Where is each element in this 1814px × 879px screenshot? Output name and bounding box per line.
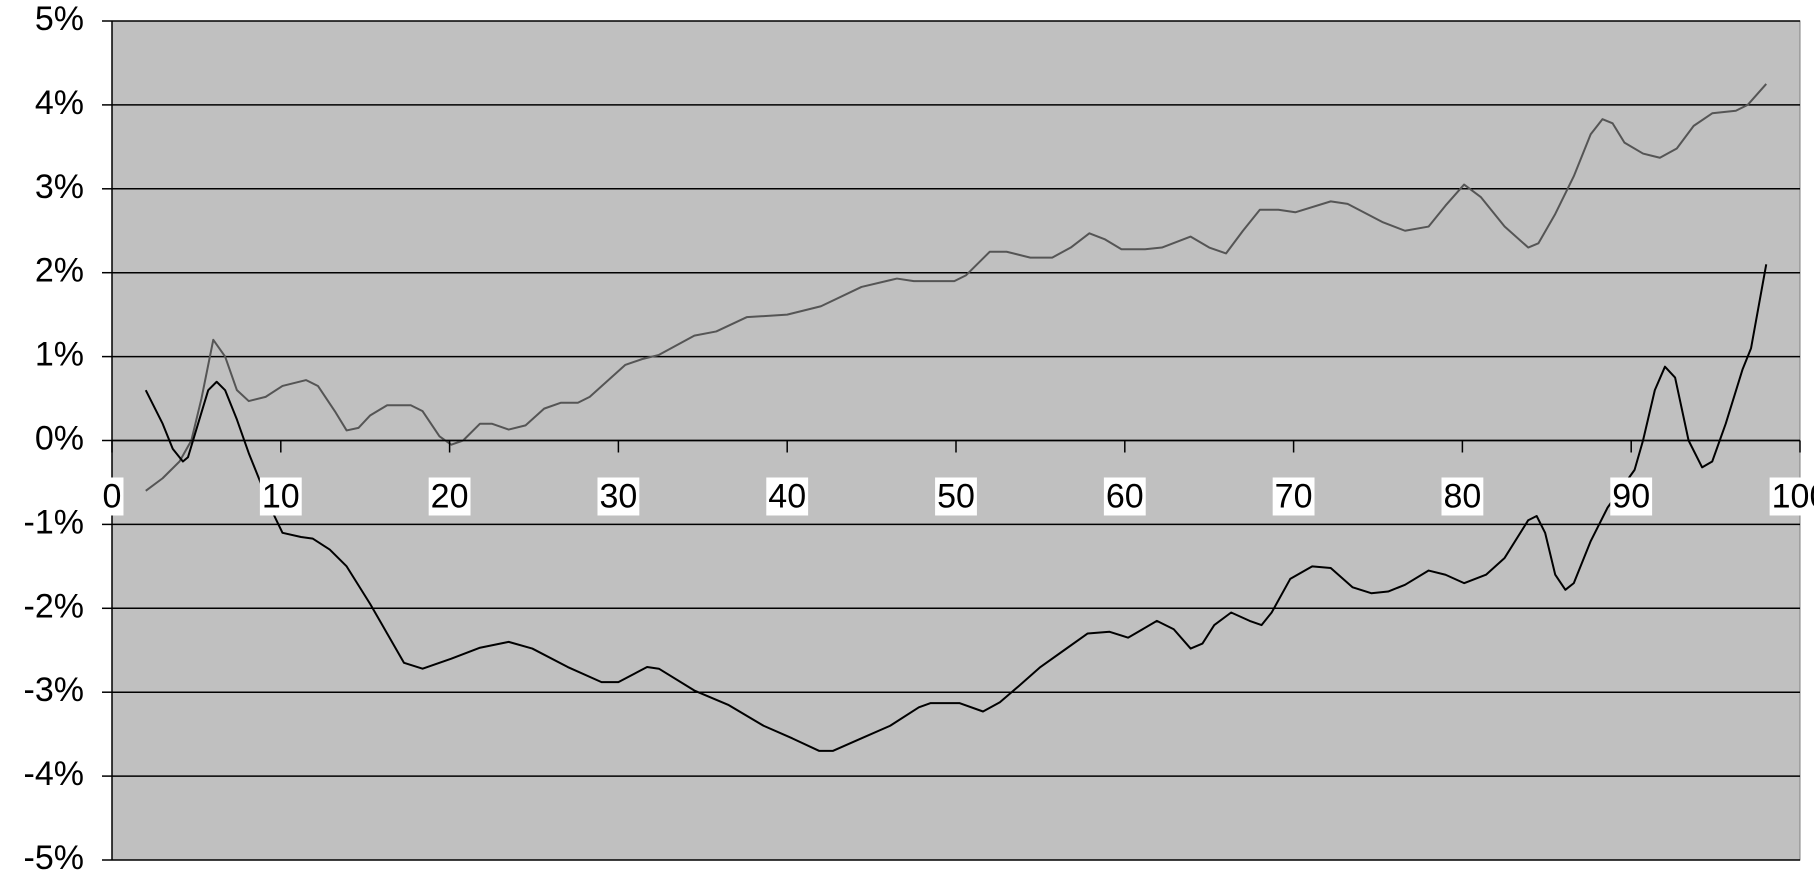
y-tick-label: -1% xyxy=(24,503,84,541)
x-tick-label: 80 xyxy=(1443,477,1481,515)
x-tick: 40 xyxy=(766,477,809,516)
y-tick-label: 4% xyxy=(35,84,84,122)
y-tick-label: -3% xyxy=(24,671,84,709)
series-line xyxy=(144,264,1768,752)
x-tick: 90 xyxy=(1610,477,1653,516)
x-tick: 0 xyxy=(100,477,124,516)
x-tick-label-bg xyxy=(1610,477,1653,516)
x-tick-label-bg xyxy=(100,477,124,516)
x-tick: 80 xyxy=(1441,477,1484,516)
x-tick: 50 xyxy=(935,477,977,516)
x-tick: 10 xyxy=(259,477,302,516)
x-tick-label-bg xyxy=(428,477,471,516)
y-tick-label: 5% xyxy=(35,0,84,38)
x-tick-label: 30 xyxy=(599,477,637,515)
x-tick-label: 0 xyxy=(103,477,122,515)
y-tick-label: 3% xyxy=(35,168,84,206)
series-line xyxy=(145,83,1767,492)
y-tick-label: -2% xyxy=(24,587,84,625)
y-tick-label: -4% xyxy=(24,755,84,793)
x-tick-label: 10 xyxy=(262,477,300,515)
x-tick-label-bg xyxy=(1103,477,1146,516)
x-tick: 100 xyxy=(1769,477,1814,516)
x-tick: 30 xyxy=(597,477,640,516)
y-tick-label: 1% xyxy=(35,336,84,374)
x-tick-label: 70 xyxy=(1275,477,1313,515)
x-tick: 60 xyxy=(1103,477,1146,516)
x-tick-label: 90 xyxy=(1612,477,1650,515)
x-tick-label-bg xyxy=(597,477,640,516)
x-tick: 70 xyxy=(1272,477,1315,516)
x-tick-label: 20 xyxy=(431,477,469,515)
x-tick-label: 40 xyxy=(768,477,806,515)
x-tick-label: 100 xyxy=(1772,477,1814,515)
x-tick-label-bg xyxy=(1272,477,1315,516)
x-tick-label-bg xyxy=(766,477,809,516)
y-tick-label: 2% xyxy=(35,252,84,290)
x-tick-label: 60 xyxy=(1106,477,1144,515)
y-tick-label: -5% xyxy=(24,839,84,877)
x-tick-label: 50 xyxy=(937,477,975,515)
y-tick-label: 0% xyxy=(35,419,84,457)
x-tick-label-bg xyxy=(935,477,977,516)
x-tick-label-bg xyxy=(259,477,302,516)
x-tick-label-bg xyxy=(1441,477,1484,516)
x-tick-label-bg xyxy=(1769,477,1814,516)
x-tick: 20 xyxy=(428,477,471,516)
